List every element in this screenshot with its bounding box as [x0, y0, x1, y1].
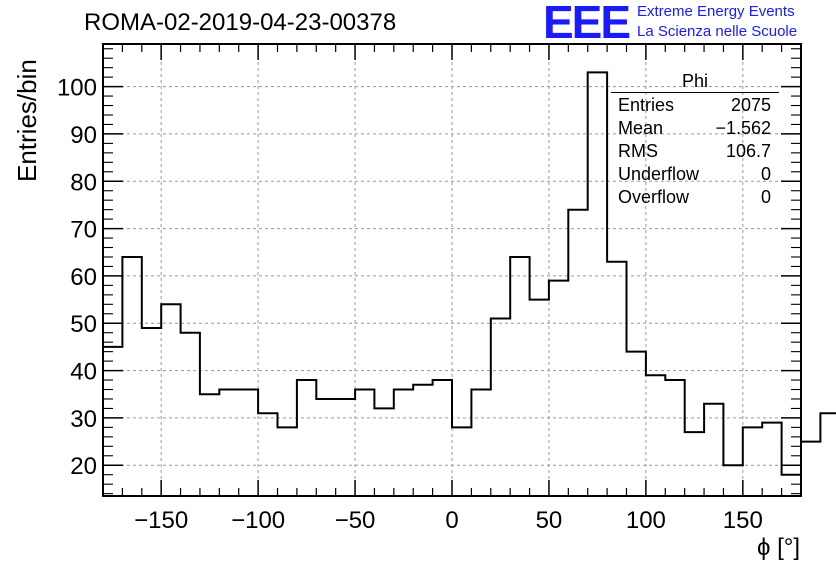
stats-value: 106.7	[725, 141, 771, 161]
logo-text: Extreme Energy Events La Scienza nelle S…	[637, 2, 797, 42]
x-tick-label: −50	[335, 507, 376, 534]
x-tick-label: 0	[445, 507, 458, 534]
y-tick-label: 80	[70, 169, 97, 196]
stats-value: 0	[760, 164, 771, 184]
x-tick-label: 50	[536, 507, 563, 534]
y-tick-label: 90	[70, 122, 97, 149]
stats-row: Overflow 0	[611, 186, 779, 209]
y-tick-label: 70	[70, 217, 97, 244]
x-tick-label: 100	[626, 507, 666, 534]
stats-label: Mean	[618, 118, 664, 138]
y-tick-label: 40	[70, 359, 97, 386]
stats-row: Mean −1.562	[611, 117, 779, 140]
logo-line-1: Extreme Energy Events	[637, 3, 795, 20]
x-tick-label: −150	[134, 507, 188, 534]
y-tick-labels: 20 30 40 50 60 70 80 90 100	[57, 75, 97, 481]
stats-row: Entries 2075	[611, 94, 779, 117]
stats-label: RMS	[618, 141, 658, 161]
x-tick-label: −100	[231, 507, 285, 534]
plot-frame	[102, 43, 802, 497]
stats-value: 2075	[730, 95, 771, 115]
stats-label: Overflow	[618, 187, 690, 207]
stats-box: Phi Entries 2075 Mean −1.562 RMS 106.7 Unde…	[611, 70, 779, 209]
x-tick-labels: −150 −100 −50 0 50 100 150	[134, 507, 763, 534]
stats-row: RMS 106.7	[611, 140, 779, 163]
logo-line-2: La Scienza nelle Scuole	[637, 23, 798, 40]
y-tick-label: 100	[57, 75, 97, 102]
chart-title: ROMA-02-2019-04-23-00378	[84, 9, 397, 36]
y-tick-label: 50	[70, 311, 97, 338]
histogram-line	[103, 71, 836, 476]
stats-title: Phi	[611, 70, 779, 93]
y-tick-label: 20	[70, 453, 97, 480]
x-axis-label: ϕ [°]	[756, 534, 800, 561]
stats-label: Entries	[618, 95, 675, 115]
eee-logo: EEE	[543, 0, 631, 48]
y-axis-label: Entries/bin	[12, 59, 42, 182]
x-tick-label: 150	[723, 507, 763, 534]
y-tick-label: 60	[70, 264, 97, 291]
stats-value: −1.562	[715, 118, 771, 138]
stats-label: Underflow	[618, 164, 700, 184]
logo-mark: EEE	[543, 0, 629, 48]
axis-ticks	[102, 44, 802, 496]
stats-row: Underflow 0	[611, 163, 779, 186]
y-tick-label: 30	[70, 406, 97, 433]
stats-value: 0	[760, 187, 771, 207]
